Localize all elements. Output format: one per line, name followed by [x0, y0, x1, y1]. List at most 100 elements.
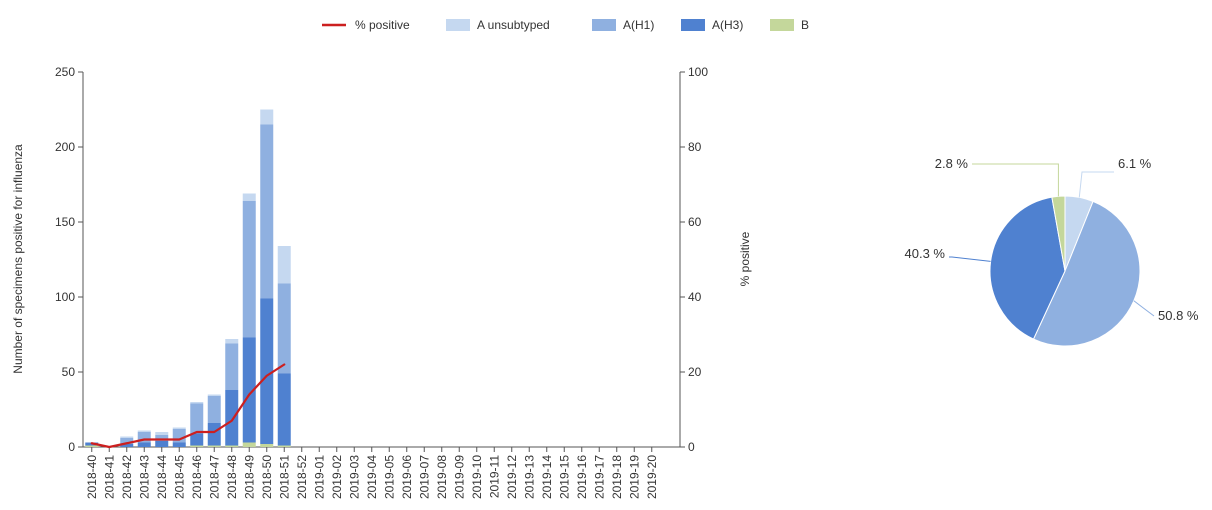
- bar-a-h3--2018-46: [190, 433, 204, 446]
- bar-a-h1--2018-46: [190, 403, 204, 434]
- pie-chart: 6.1 % 50.8 % 40.3 % 2.8 %: [905, 156, 1199, 347]
- x-tick-label: 2018-49: [242, 455, 256, 499]
- left-tick-label: 0: [68, 440, 75, 454]
- legend-label: % positive: [355, 18, 410, 32]
- bar-a-h1--2018-43: [137, 432, 151, 443]
- bar-a-h3--2018-48: [225, 390, 239, 446]
- bar-b-2018-40: [85, 445, 99, 447]
- y2-axis-title: % positive: [738, 231, 752, 286]
- x-tick-label: 2019-05: [382, 455, 396, 499]
- bar-a-unsubtyped-2018-50: [260, 109, 274, 125]
- right-tick-label: 20: [688, 365, 702, 379]
- bar-a-h1--2018-48: [225, 343, 239, 390]
- bar-a-h3--2018-45: [172, 442, 186, 447]
- bar-a-h1--2018-44: [155, 435, 169, 441]
- x-tick-label: 2018-44: [155, 455, 169, 499]
- pie-leader-line: [1133, 300, 1155, 317]
- x-tick-label: 2019-20: [645, 455, 659, 499]
- x-tick-label: 2019-11: [487, 455, 501, 498]
- pie-slice-a-h3-: [989, 196, 1066, 340]
- left-tick-label: 100: [55, 290, 75, 304]
- legend-swatch: [770, 19, 794, 31]
- pie-slice-b: [1051, 195, 1066, 272]
- x-tick-label: 2019-17: [592, 455, 606, 499]
- bar-a-unsubtyped-2018-46: [190, 402, 204, 404]
- x-tick-label: 2019-18: [610, 455, 624, 499]
- x-tick-label: 2018-42: [120, 455, 134, 499]
- bar-a-h3--2018-42: [120, 444, 134, 447]
- x-tick-label: 2019-01: [312, 455, 326, 499]
- y-axis-title: Number of specimens positive for influen…: [11, 144, 25, 374]
- right-tick-label: 100: [688, 65, 708, 79]
- x-tick-label: 2018-48: [225, 455, 239, 499]
- legend-label: A unsubtyped: [477, 18, 550, 32]
- bar-a-unsubtyped-2018-51: [277, 246, 291, 284]
- x-tick-label: 2019-06: [400, 455, 414, 499]
- bar-a-h3--2018-47: [207, 423, 221, 446]
- bar-a-h1--2018-51: [277, 283, 291, 374]
- right-tick-label: 60: [688, 215, 702, 229]
- x-tick-label: 2019-04: [365, 455, 379, 499]
- x-tick-label: 2018-51: [277, 455, 291, 499]
- x-tick-label: 2019-12: [505, 455, 519, 499]
- pie-leader-line: [972, 163, 1059, 197]
- pie-slice-a-h1-: [1032, 200, 1141, 347]
- x-tick-label: 2019-14: [540, 455, 554, 499]
- x-tick-label: 2019-16: [575, 455, 589, 499]
- x-tick-label: 2018-40: [85, 455, 99, 499]
- x-tick-label: 2018-46: [190, 455, 204, 499]
- x-tick-label: 2019-09: [452, 455, 466, 499]
- pie-leader-line: [949, 256, 991, 262]
- bar-a-h3--2018-43: [137, 442, 151, 447]
- pie-leader-line: [1078, 171, 1114, 198]
- bar-a-h1--2018-49: [242, 201, 256, 338]
- pie-label: 50.8 %: [1158, 308, 1199, 323]
- x-tick-label: 2018-50: [260, 455, 274, 499]
- bars: [85, 109, 291, 447]
- x-tick-label: 2019-13: [522, 455, 536, 499]
- bar-b-2018-50: [260, 444, 274, 447]
- pie-label: 6.1 %: [1118, 156, 1152, 171]
- x-tick-label: 2019-03: [347, 455, 361, 499]
- left-axis: 0 50 100 150 200 250: [55, 65, 84, 454]
- bar-a-h1--2018-47: [207, 396, 221, 423]
- left-tick-label: 250: [55, 65, 75, 79]
- bar-a-h1--2018-42: [120, 438, 134, 444]
- bar-a-h1--2018-50: [260, 124, 274, 299]
- x-tick-label: 2019-15: [557, 455, 571, 499]
- bar-a-h3--2018-49: [242, 337, 256, 443]
- legend-label: B: [801, 18, 809, 32]
- bar-a-unsubtyped-2018-42: [120, 436, 134, 438]
- legend-swatch: [446, 19, 470, 31]
- x-tick-label: 2018-41: [102, 455, 116, 499]
- legend-label: A(H3): [712, 18, 743, 32]
- left-tick-label: 200: [55, 140, 75, 154]
- left-tick-label: 150: [55, 215, 75, 229]
- left-tick-label: 50: [62, 365, 76, 379]
- legend-label: A(H1): [623, 18, 654, 32]
- bar-a-h3--2018-44: [155, 441, 169, 447]
- x-tick-label: 2019-07: [417, 455, 431, 499]
- bar-b-2018-51: [277, 445, 291, 447]
- x-tick-label: 2018-43: [137, 455, 151, 499]
- bar-b-2018-48: [225, 445, 239, 447]
- right-tick-label: 0: [688, 440, 695, 454]
- x-axis: 2018-40 2018-41 2018-42 2018-43 2018-44 2018-…: [83, 446, 680, 499]
- bar-a-h3--2018-51: [277, 373, 291, 446]
- right-axis: 0 20 40 60 80 100: [679, 65, 708, 454]
- bar-a-unsubtyped-2018-43: [137, 430, 151, 432]
- bar-b-2018-46: [190, 445, 204, 447]
- bar-a-unsubtyped-2018-48: [225, 339, 239, 344]
- percent-positive-line-path: [90, 363, 286, 449]
- bar-b-2018-47: [207, 445, 221, 447]
- legend-swatch: [592, 19, 616, 31]
- bar-a-unsubtyped-2018-47: [207, 394, 221, 396]
- right-tick-label: 40: [688, 290, 702, 304]
- bar-a-unsubtyped-2018-45: [172, 427, 186, 429]
- bar-a-unsubtyped-2018-44: [155, 432, 169, 435]
- x-tick-label: 2018-47: [207, 455, 221, 499]
- pie-label: 2.8 %: [935, 156, 969, 171]
- pie-label: 40.3 %: [905, 246, 946, 261]
